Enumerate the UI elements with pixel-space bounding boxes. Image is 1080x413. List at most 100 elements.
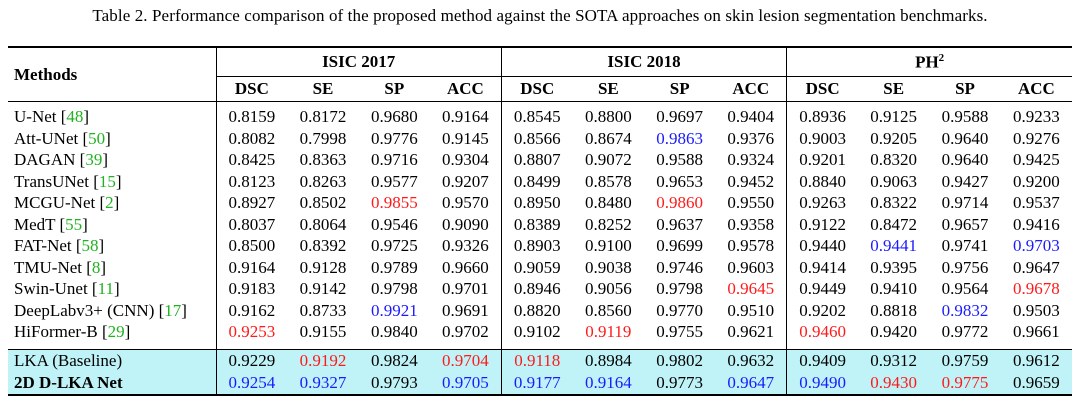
value-cell: 0.9162 [215, 300, 288, 322]
value-cell: 0.9621 [727, 322, 775, 342]
citation-link[interactable]: 48 [66, 107, 84, 126]
value-cell: 0.9588 [656, 150, 704, 170]
citation-link[interactable]: 11 [97, 279, 114, 299]
citation-link[interactable]: 50 [88, 128, 106, 148]
value-cell: 0.9798 [370, 279, 418, 299]
value-cell: 0.9776 [370, 128, 418, 148]
value-cell: 0.9200 [1012, 171, 1060, 191]
method-name-cell: DAGAN [39] [14, 150, 108, 170]
method-name: MCGU-Net [14, 193, 96, 213]
value-cell: 0.9546 [370, 214, 418, 234]
results-table: Methods ISIC 2017 ISIC 2018 PH2 DSC SE SP A… [8, 46, 1073, 396]
group-header-isic2018: ISIC 2018 [500, 47, 787, 77]
value-cell: 0.9588 [941, 107, 989, 126]
value-cell: 0.9201 [786, 149, 859, 171]
value-cell: 0.8840 [786, 171, 859, 193]
value-cell: 0.7998 [299, 128, 347, 148]
value-cell: 0.8425 [215, 149, 288, 171]
citation-link[interactable]: 2 [105, 193, 114, 213]
value-cell: 0.9145 [442, 128, 489, 148]
metric-header: ACC [446, 79, 484, 98]
method-name-cell: FAT-Net [58] [14, 236, 105, 256]
table-row: DAGAN [39] 0.8425 0.8363 0.9716 0.9304 0.8807… [8, 149, 1072, 171]
value-cell: 0.9637 [656, 214, 704, 234]
metric-header: SP [669, 79, 690, 98]
value-cell: 0.9430 [858, 372, 930, 396]
method-name: Att-UNet [14, 128, 79, 148]
table-row: U-Net [48] 0.8159 0.8172 0.9680 0.9164 0.8545… [8, 101, 1072, 128]
table-body: U-Net [48] 0.8159 0.8172 0.9680 0.9164 0.8545… [8, 101, 1073, 396]
value-cell: 0.9059 [500, 257, 573, 279]
value-cell: 0.9802 [644, 349, 716, 372]
value-cell: 0.9327 [287, 372, 359, 396]
value-cell: 0.9102 [500, 321, 573, 343]
value-cell: 0.9263 [786, 192, 859, 214]
value-cell: 0.9603 [727, 257, 775, 277]
group-superscript: 2 [938, 51, 945, 64]
method-name: DeepLabv3+ (CNN) [14, 300, 155, 320]
value-cell: 0.9632 [715, 349, 787, 372]
value-cell: 0.9756 [941, 257, 989, 277]
value-cell: 0.9793 [358, 372, 430, 396]
metric-header: SE [312, 79, 334, 98]
value-cell: 0.8500 [215, 235, 288, 257]
value-cell: 0.9425 [1012, 150, 1060, 170]
method-name-cell: TMU-Net [8] [14, 257, 107, 277]
metric-header: SP [955, 79, 975, 98]
value-cell: 0.9420 [870, 322, 918, 342]
citation-link[interactable]: 17 [164, 300, 182, 320]
value-cell: 0.8389 [500, 214, 573, 236]
metric-header-row: DSC SE SP ACC DSC SE SP ACC DSC SE SP ACC [8, 76, 1073, 102]
metric-header: DSC [786, 76, 859, 102]
value-cell: 0.9118 [500, 349, 573, 372]
value-cell: 0.9759 [929, 349, 1001, 372]
citation-link[interactable]: 55 [65, 214, 83, 234]
value-cell: 0.8733 [299, 300, 347, 320]
value-cell: 0.9416 [1012, 214, 1060, 234]
group-name: ISIC 2017 [322, 52, 396, 71]
citation-link[interactable]: 39 [85, 150, 103, 170]
value-cell: 0.9773 [644, 372, 716, 396]
value-cell: 0.9564 [941, 279, 989, 299]
value-cell: 0.9704 [429, 349, 502, 372]
citation-link[interactable]: 8 [91, 257, 101, 277]
value-cell: 0.9746 [656, 257, 704, 277]
value-cell: 0.8263 [299, 171, 347, 191]
value-cell: 0.8064 [299, 214, 347, 234]
value-cell: 0.9324 [727, 150, 775, 170]
value-cell: 0.8807 [500, 149, 573, 171]
value-cell: 0.9550 [727, 193, 775, 213]
value-cell: 0.8480 [584, 193, 632, 213]
citation-link[interactable]: 58 [81, 236, 99, 256]
value-cell: 0.8392 [299, 236, 347, 256]
value-cell: 0.9714 [941, 193, 989, 213]
metric-header: SE [883, 79, 905, 98]
value-cell: 0.9537 [1012, 193, 1060, 213]
value-cell: 0.9855 [370, 193, 418, 213]
methods-header: Methods [8, 47, 216, 102]
value-cell: 0.9716 [370, 150, 418, 170]
metric-header: SE [597, 79, 619, 98]
value-cell: 0.9701 [442, 279, 489, 299]
table-row: HiFormer-B [29] 0.9253 0.9155 0.9840 0.9702 0… [8, 321, 1072, 343]
value-cell: 0.9490 [786, 372, 859, 396]
value-cell: 0.8820 [500, 300, 573, 322]
method-name: 2D D-LKA Net [8, 372, 216, 396]
table-caption: Table 2. Performance comparison of the p… [92, 6, 988, 25]
value-cell: 0.9789 [370, 257, 418, 277]
highlighted-row: 2D D-LKA Net 0.9254 0.9327 0.9793 0.9705 0.91… [8, 372, 1073, 396]
value-cell: 0.9860 [656, 193, 704, 213]
value-cell: 0.8800 [584, 107, 632, 126]
citation-link[interactable]: 15 [98, 171, 116, 191]
group-header-row: Methods ISIC 2017 ISIC 2018 PH2 [8, 47, 1073, 102]
value-cell: 0.9233 [1012, 107, 1060, 126]
value-cell: 0.9647 [1012, 257, 1060, 277]
table-row: TransUNet [15] 0.8123 0.8263 0.9577 0.9207 0.… [8, 171, 1072, 193]
value-cell: 0.9741 [941, 236, 989, 256]
citation-link[interactable]: 29 [107, 322, 125, 342]
group-name: PH [915, 52, 939, 72]
value-cell: 0.9578 [727, 236, 775, 256]
value-cell: 0.9414 [786, 257, 859, 279]
value-cell: 0.9832 [941, 300, 989, 320]
value-cell: 0.9276 [1012, 128, 1060, 148]
